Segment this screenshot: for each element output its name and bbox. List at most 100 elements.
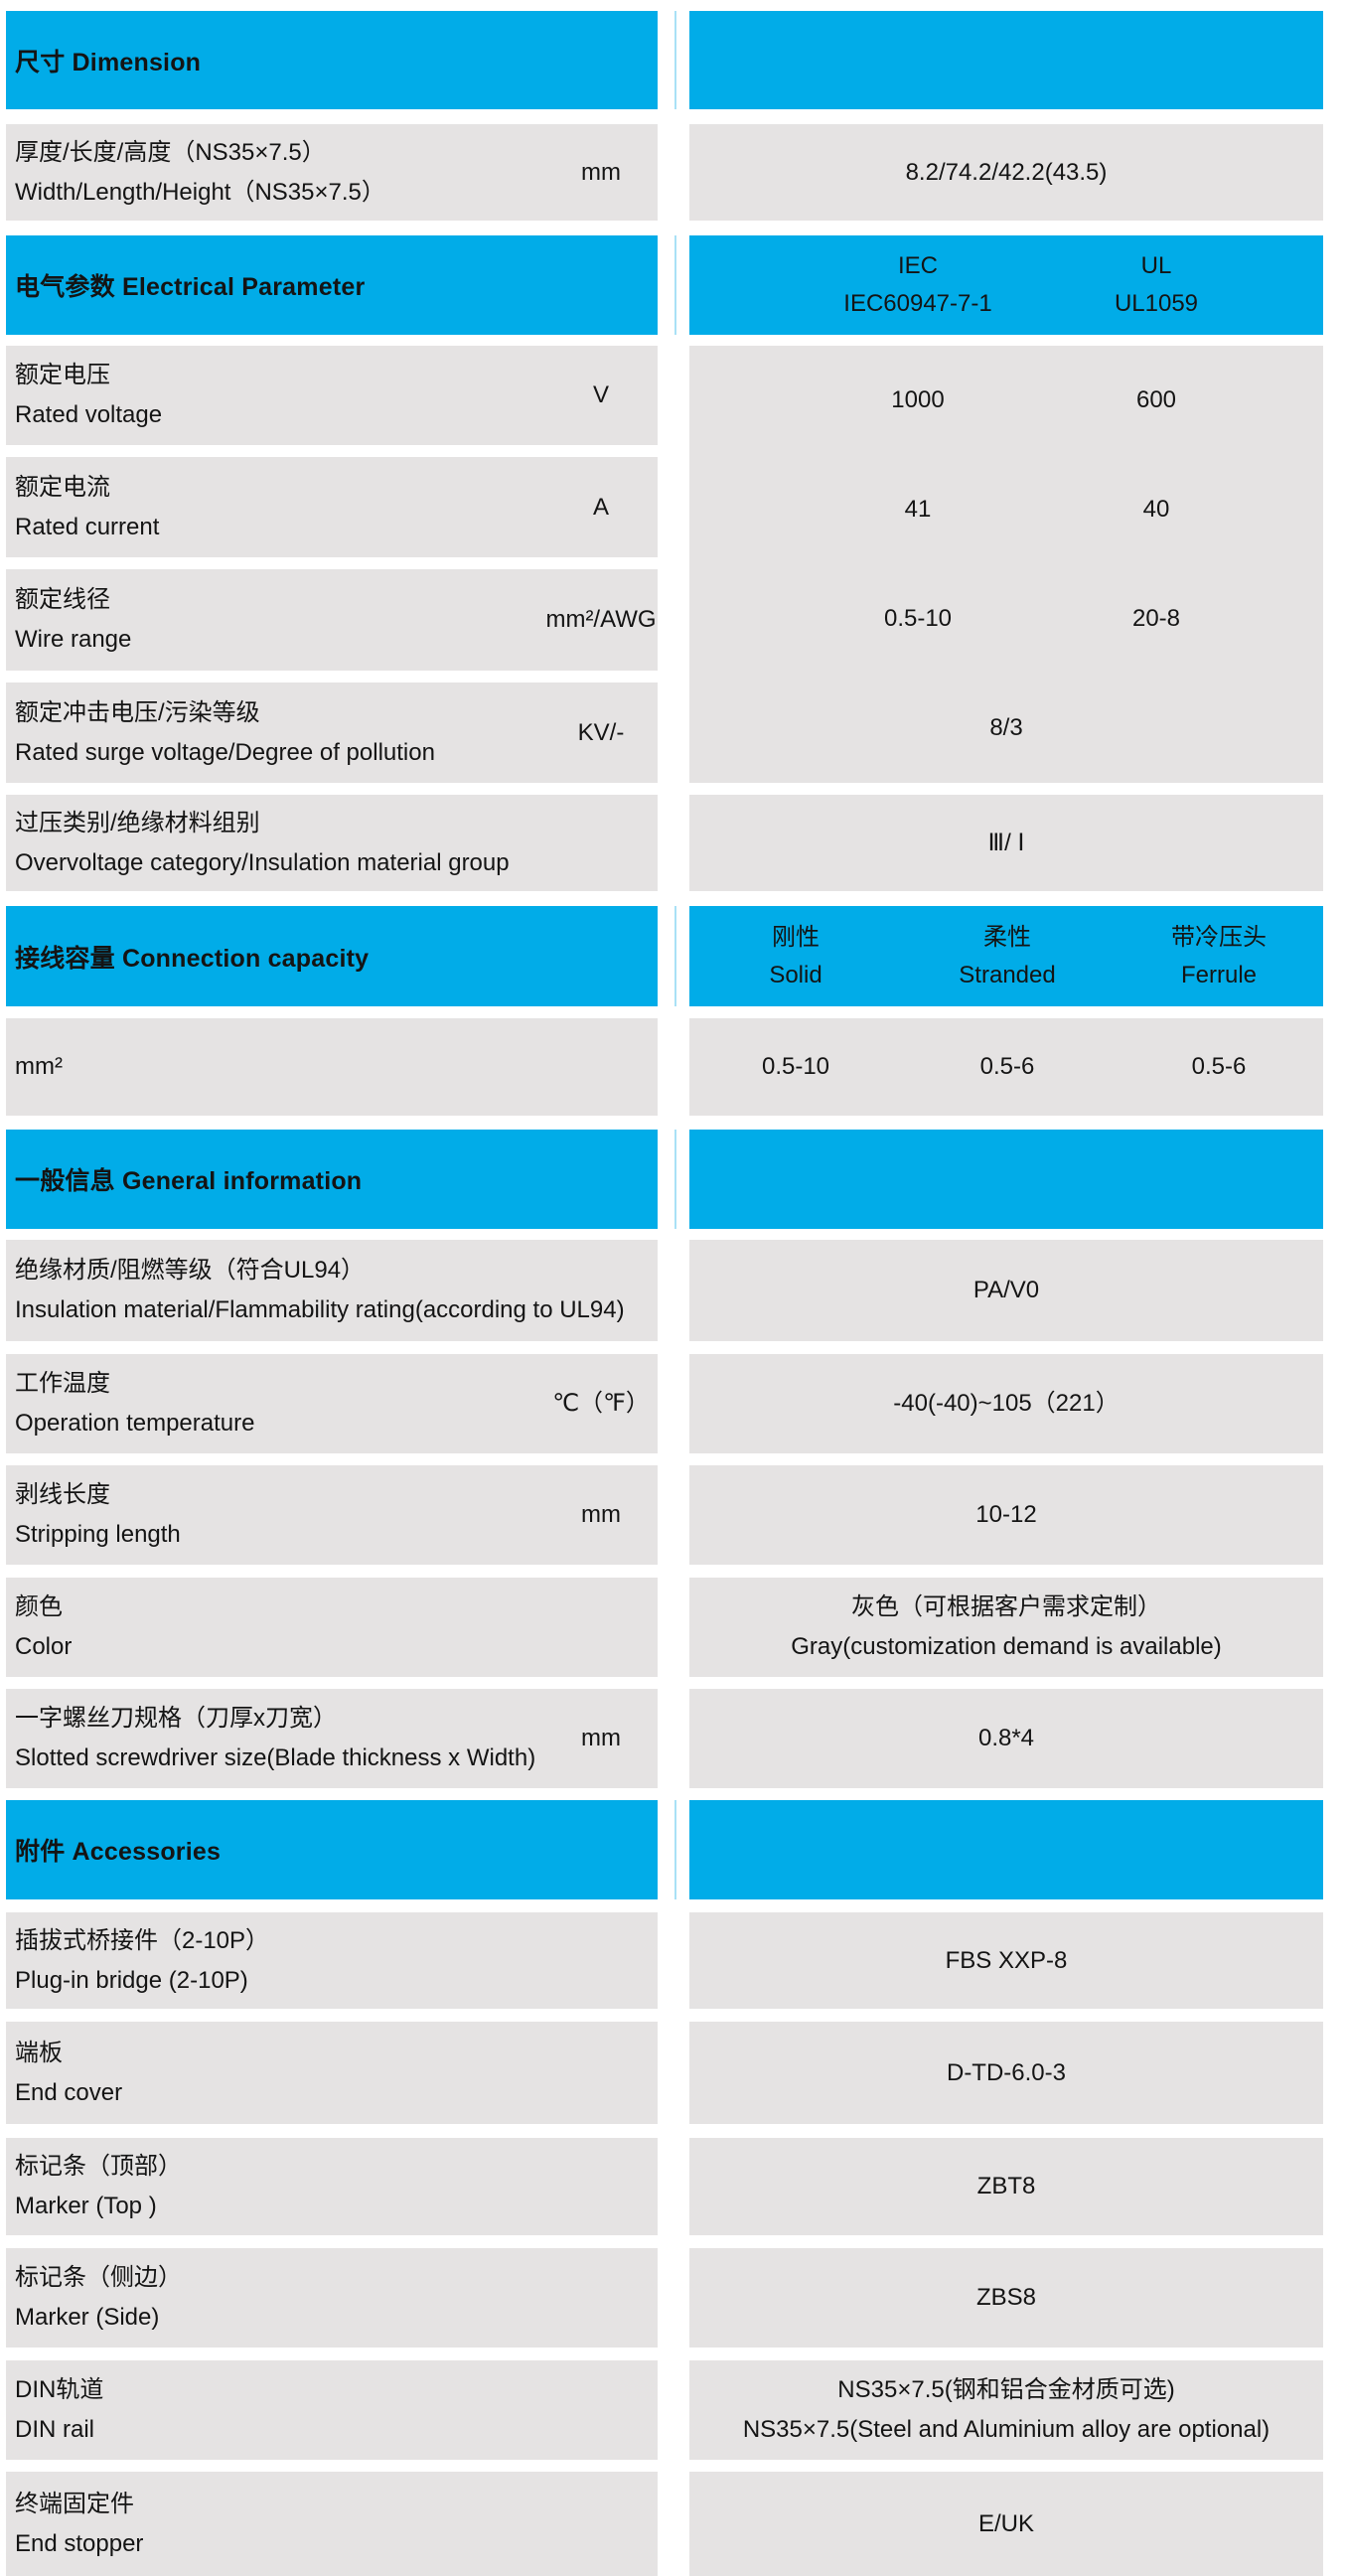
row-label-en: Width/Length/Height（NS35×7.5） <box>15 178 385 206</box>
table-row-screwdriver-size: 一字螺丝刀规格（刀厚x刀宽） Slotted screwdriver size(… <box>6 1689 1323 1788</box>
table-row-dimension: 厚度/长度/高度（NS35×7.5） Width/Length/Height（N… <box>6 124 1323 221</box>
row-value-en: NS35×7.5(Steel and Aluminium alloy are o… <box>742 2416 1270 2443</box>
row-label-zh: 过压类别/绝缘材料组别 <box>15 809 260 836</box>
section-header-general: 一般信息 General information <box>6 1130 1323 1229</box>
row-label: 颜色 Color <box>15 1588 658 1667</box>
row-label: 插拔式桥接件（2-10P） Plug-in bridge (2-10P) <box>15 1921 658 2001</box>
row-label: 终端固定件 End stopper <box>15 2485 658 2564</box>
table-row-operation-temperature: 工作温度 Operation temperature ℃（℉） -40(-40)… <box>6 1354 1323 1453</box>
column-header-ferrule-zh: 带冷压头 <box>1171 923 1267 951</box>
row-label: 一字螺丝刀规格（刀厚x刀宽） Slotted screwdriver size(… <box>15 1699 544 1778</box>
row-label: 额定电流 Rated current <box>15 468 544 547</box>
row-label-zh: 厚度/长度/高度（NS35×7.5） <box>15 138 326 166</box>
row-label-zh: 终端固定件 <box>15 2490 134 2517</box>
column-gap <box>658 2472 689 2576</box>
row-label-en: Slotted screwdriver size(Blade thickness… <box>15 1744 536 1771</box>
row-label-en: Overvoltage category/Insulation material… <box>15 848 510 876</box>
row-value: ZBS8 <box>689 2248 1323 2348</box>
row-unit: KV/- <box>577 718 625 746</box>
table-row-end-cover: 端板 End cover D-TD-6.0-3 <box>6 2022 1323 2124</box>
row-label-cell: 终端固定件 End stopper <box>6 2472 658 2576</box>
row-label-cell: 额定电压 Rated voltage V <box>6 346 658 445</box>
column-header-ul-title: UL <box>1140 252 1172 279</box>
column-gap <box>658 124 689 221</box>
row-value: 10-12 <box>689 1465 1323 1565</box>
row-label-cell: 绝缘材质/阻燃等级（符合UL94） Insulation material/Fl… <box>6 1240 658 1341</box>
value-ul: 20-8 <box>1131 605 1181 632</box>
column-gap <box>658 1240 689 1341</box>
column-header-ferrule-en: Ferrule <box>1180 961 1258 988</box>
table-row-insulation: 绝缘材质/阻燃等级（符合UL94） Insulation material/Fl… <box>6 1240 1323 1341</box>
row-value: 灰色（可根据客户需求定制） Gray(customization demand … <box>689 1578 1323 1677</box>
value-merged: 8/3 <box>989 714 1023 741</box>
row-label: 端板 End cover <box>15 2034 658 2113</box>
column-gap <box>658 906 689 1006</box>
row-label: 标记条（侧边） Marker (Side) <box>15 2258 658 2338</box>
spec-table: 尺寸 Dimension 厚度/长度/高度（NS35×7.5） Width/Le… <box>6 0 1323 2576</box>
row-value-lines: NS35×7.5(钢和铝合金材质可选) NS35×7.5(Steel and A… <box>743 2370 1270 2450</box>
column-header-iec-title: IEC <box>897 252 938 279</box>
value-row-rated-current: 41 40 <box>689 455 1323 564</box>
row-label-zh: 额定电压 <box>15 362 110 388</box>
row-label-zh: DIN轨道 <box>15 2376 104 2403</box>
table-row-rated-current: 额定电流 Rated current A <box>6 457 658 557</box>
value-iec: 0.5-10 <box>883 605 953 632</box>
row-label-cell: DIN轨道 DIN rail <box>6 2360 658 2460</box>
row-label-cell: 剥线长度 Stripping length mm <box>6 1465 658 1565</box>
section-header-general-right <box>689 1130 1323 1229</box>
row-unit: mm²/AWG <box>545 606 657 633</box>
row-label-zh: 额定线径 <box>15 586 110 613</box>
column-header-iec: IEC IEC60947-7-1 <box>843 247 991 323</box>
row-unit: V <box>592 381 609 408</box>
row-label-en: Operation temperature <box>15 1410 255 1437</box>
row-value: Ⅲ/ Ⅰ <box>689 795 1323 891</box>
row-label-en: Marker (Top ) <box>15 2193 157 2219</box>
row-label-zh: 标记条（顶部） <box>15 2153 182 2180</box>
section-title: 尺寸 Dimension <box>15 48 202 76</box>
row-label-en: Insulation material/Flammability rating(… <box>15 1296 625 1323</box>
row-label: mm² <box>15 1053 63 1080</box>
row-label-en: Rated surge voltage/Degree of pollution <box>15 738 435 766</box>
row-label-zh: 额定冲击电压/污染等级 <box>15 698 260 726</box>
row-label: 绝缘材质/阻燃等级（符合UL94） Insulation material/Fl… <box>15 1251 658 1330</box>
row-label-cell: 标记条（侧边） Marker (Side) <box>6 2248 658 2348</box>
row-value: ZBT8 <box>689 2138 1323 2235</box>
row-label-cell: 额定电流 Rated current A <box>6 457 658 557</box>
row-label-zh: 颜色 <box>15 1593 63 1620</box>
table-row-stripping-length: 剥线长度 Stripping length mm 10-12 <box>6 1465 1323 1565</box>
row-value: D-TD-6.0-3 <box>689 2022 1323 2124</box>
row-label-zh: 工作温度 <box>15 1370 110 1397</box>
row-label-cell: 颜色 Color <box>6 1578 658 1677</box>
column-gap <box>658 235 689 335</box>
column-gap <box>658 1130 689 1229</box>
electrical-values-block: 1000 600 41 40 0.5-10 20-8 8/3 <box>689 346 1323 783</box>
column-gap <box>658 2022 689 2124</box>
column-gap <box>658 1912 689 2009</box>
value-ul: 600 <box>1135 386 1177 413</box>
table-row-marker-side: 标记条（侧边） Marker (Side) ZBS8 <box>6 2248 1323 2348</box>
row-label-cell: 端板 End cover <box>6 2022 658 2124</box>
column-gap <box>658 2360 689 2460</box>
row-label-en: Color <box>15 1633 73 1660</box>
column-header-ul: UL UL1059 <box>1115 247 1198 323</box>
row-value-en: Gray(customization demand is available) <box>791 1633 1222 1660</box>
value-solid: 0.5-10 <box>761 1053 830 1080</box>
row-label: DIN轨道 DIN rail <box>15 2370 658 2450</box>
row-label-cell: mm² <box>6 1018 658 1116</box>
table-row-connection-mm2: mm² 0.5-10 0.5-6 0.5-6 <box>6 1018 1323 1116</box>
electrical-rows-group: 额定电压 Rated voltage V 额定电流 Rated current … <box>6 346 1323 783</box>
section-title: 附件 Accessories <box>15 1838 222 1866</box>
table-row-rated-voltage: 额定电压 Rated voltage V <box>6 346 658 445</box>
row-unit: mm <box>581 158 621 186</box>
row-label-en: Stripping length <box>15 1521 181 1548</box>
column-gap <box>658 1354 689 1453</box>
row-label: 工作温度 Operation temperature <box>15 1364 544 1443</box>
row-unit: mm <box>581 1725 621 1751</box>
row-value: NS35×7.5(钢和铝合金材质可选) NS35×7.5(Steel and A… <box>689 2360 1323 2460</box>
section-header-electrical-left: 电气参数 Electrical Parameter <box>6 235 658 335</box>
row-unit: A <box>592 493 609 521</box>
row-value: -40(-40)~105（221） <box>689 1354 1323 1453</box>
value-row-surge-voltage: 8/3 <box>689 674 1323 783</box>
row-label-en: Wire range <box>15 626 132 653</box>
row-label-zh: 插拔式桥接件（2-10P） <box>15 1926 270 1954</box>
